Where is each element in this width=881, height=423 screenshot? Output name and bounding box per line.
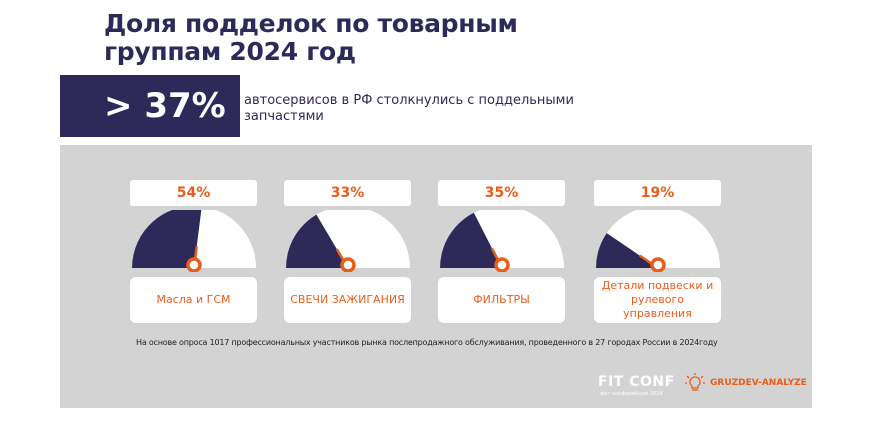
gauge-hub xyxy=(340,257,356,272)
gauge-value-label: 35% xyxy=(438,180,565,206)
gauge-category-label: Масла и ГСМ xyxy=(130,277,257,323)
highlight-text: автосервисов в РФ столкнулись с поддельн… xyxy=(244,93,574,124)
gauge-category-label: СВЕЧИ ЗАЖИГАНИЯ xyxy=(284,277,411,323)
gauge-hub xyxy=(494,257,510,272)
gauge-fill xyxy=(596,233,658,268)
highlight-value: > 37% xyxy=(104,86,226,126)
gauge-hub xyxy=(186,257,202,272)
gauge-dial xyxy=(286,210,410,272)
gauge-value-label: 19% xyxy=(594,180,721,206)
gauge-dial xyxy=(132,210,256,272)
highlight-banner xyxy=(60,75,240,137)
gauge-fill xyxy=(132,210,202,268)
gauge-value-label: 54% xyxy=(130,180,257,206)
gauge-fill xyxy=(440,212,502,268)
gauge-fill xyxy=(286,214,348,268)
gauge-category-label: Детали подвески и рулевого управления xyxy=(594,277,721,323)
gauge-category-label: ФИЛЬТРЫ xyxy=(438,277,565,323)
gauge-hub xyxy=(650,257,666,272)
fit-conf-logo-subtitle: фит конференции 2024 xyxy=(600,391,663,397)
gruzdev-analyze-logo: GRUZDEV-ANALYZE xyxy=(710,378,807,388)
fit-conf-logo: FIT CONF xyxy=(598,374,675,390)
lightbulb-icon xyxy=(685,373,705,391)
page-title: Доля подделок по товарным группам 2024 г… xyxy=(104,9,518,66)
gauge-value-label: 33% xyxy=(284,180,411,206)
gauge-dial xyxy=(440,210,564,272)
gauge-dial xyxy=(596,210,720,272)
footnote: На основе опроса 1017 профессиональных у… xyxy=(136,338,718,347)
